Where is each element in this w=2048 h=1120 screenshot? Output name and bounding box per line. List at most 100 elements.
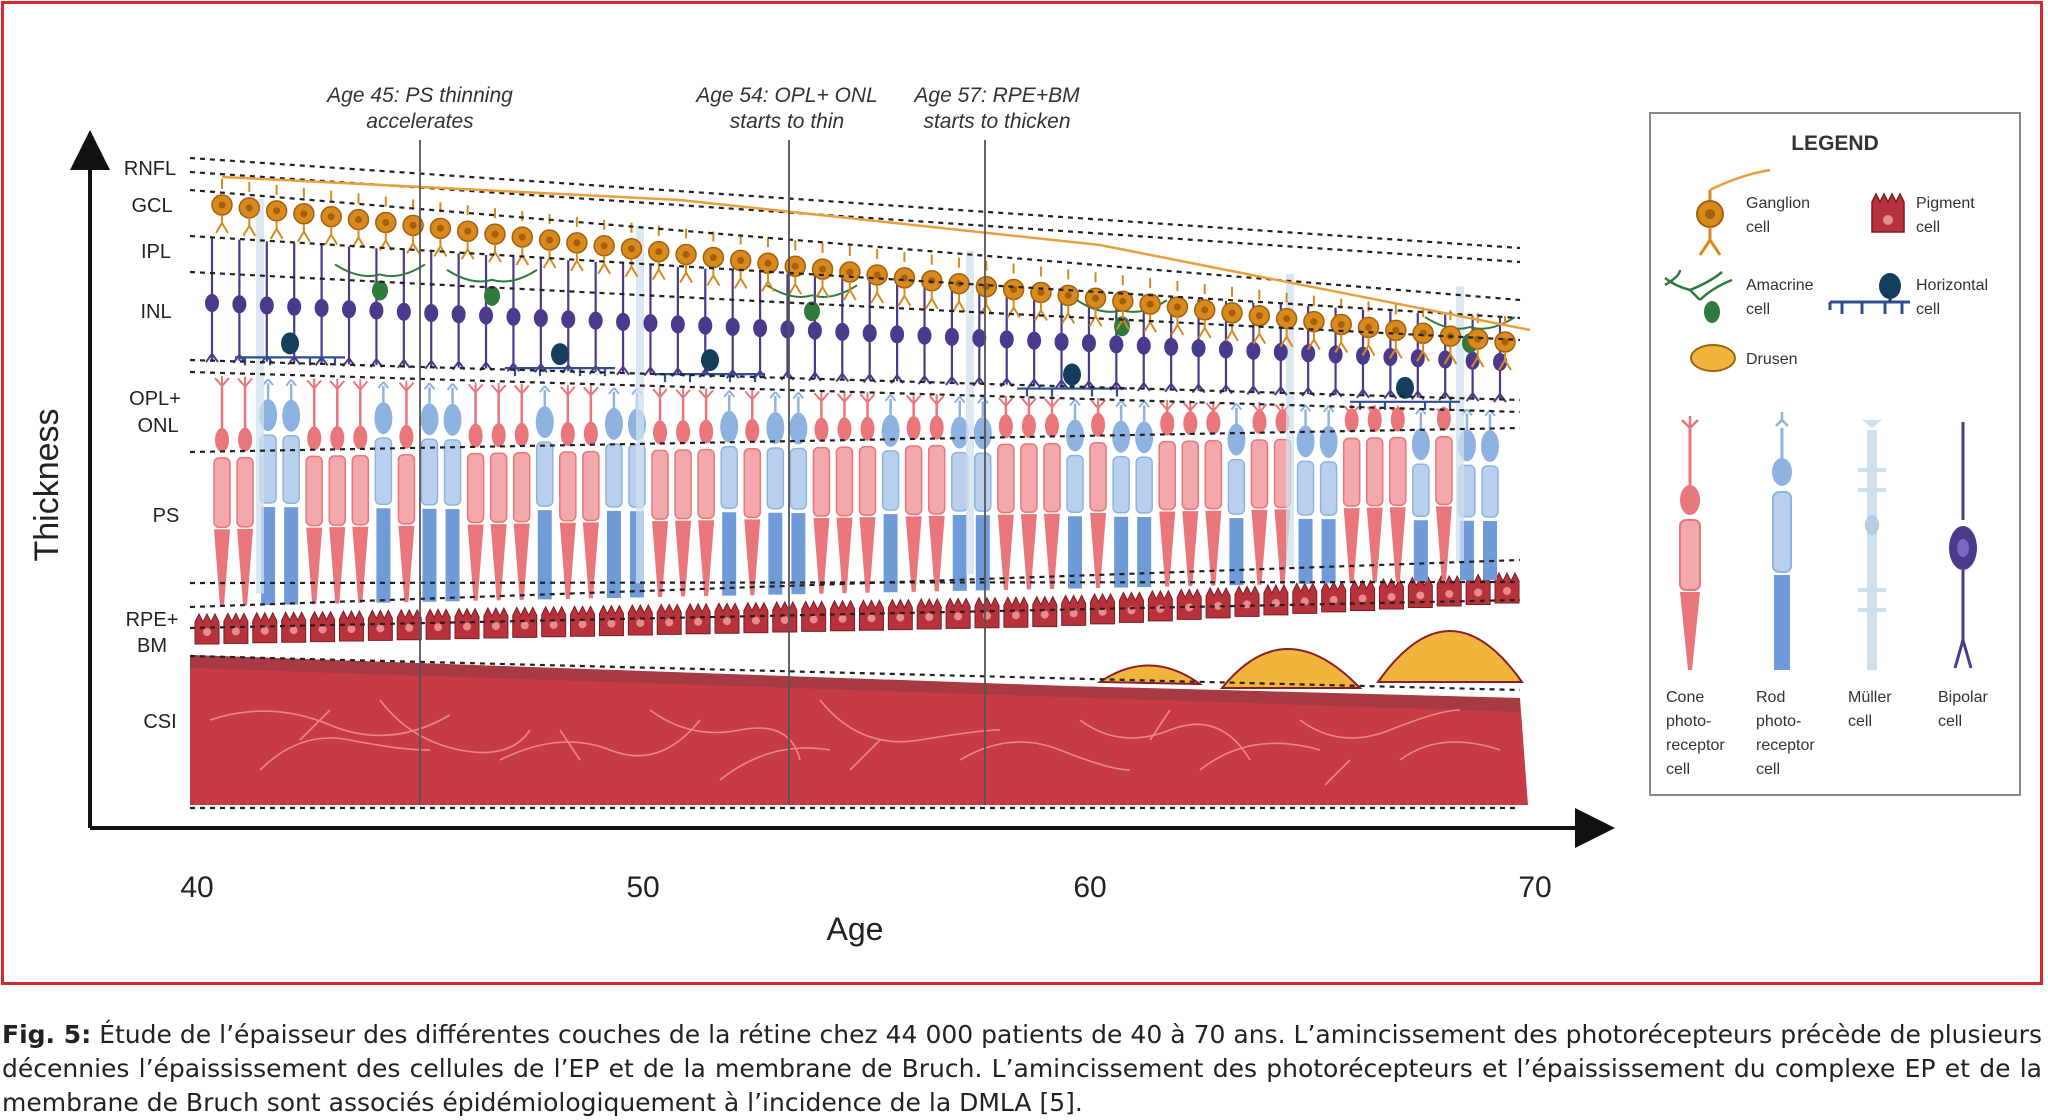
ganglion-cell [1002,263,1025,319]
bipolar-cell [862,278,877,384]
muller-cell [966,250,974,575]
legend-drusen-label: Drusen [1746,351,1798,368]
drusen-large [1376,630,1524,683]
pigment-cell [1032,595,1058,628]
rod-photoreceptor [443,383,462,602]
muller-cell-icon [1858,420,1886,670]
pigment-cell [454,607,480,640]
x-axis-label: Age [827,911,884,947]
ganglion-cell [893,251,916,307]
bipolar-cell [451,253,466,371]
rnfl-fiber [221,175,1531,332]
cone-photoreceptor [397,380,416,603]
rod-photoreceptor [973,396,992,591]
caption-text: Étude de l’épaisseur des différentes cou… [2,1020,2042,1117]
pigment-cell [887,598,913,631]
bipolar-cell [314,244,329,367]
pigment-cell [974,596,1000,629]
rod-photoreceptor [1135,400,1154,588]
cone-photoreceptor [1342,404,1361,583]
legend-rod-line4: cell [1756,761,1780,778]
rod-photoreceptor [720,390,739,596]
horizontal-cell [235,332,345,366]
choroid-vessel [299,709,1351,786]
muller-cell [1456,286,1464,562]
ganglion-cell [238,181,261,237]
pigment-cell [338,609,364,642]
ganglion-cell [265,184,288,240]
legend-cone-line3: receptor [1666,737,1725,754]
bipolar-cell [643,265,658,377]
ganglion-cell [375,196,397,252]
bipolar-cell-icon [1949,422,1977,669]
annotation-age45-line2: accelerates [366,110,474,133]
rod-photoreceptor [789,391,808,595]
legend-title: LEGEND [1791,132,1879,155]
cone-photoreceptor [927,394,946,592]
horizontal-cell [1017,363,1127,397]
pigment-cell [1263,583,1289,616]
pigment-cell [1205,586,1231,619]
cone-photoreceptor [213,376,231,606]
ganglion-cell [456,205,479,260]
bipolar-cell [342,246,357,367]
layer-label-ps: PS [153,505,180,527]
legend-horizontal-line1: Horizontal [1916,277,1988,294]
rod-photoreceptor [282,379,301,605]
bipolar-cell [588,261,603,375]
annotation-age54-line2: starts to thin [730,110,844,133]
figure-frame [1,1,2043,985]
figure-panel: Age 45: PS thinning accelerates Age 54: … [1,1,2043,985]
horizontal-cell [505,343,615,377]
ganglion-cell-icon [1696,168,1771,256]
cone-photoreceptor [1389,405,1407,582]
pigment-cell [685,602,711,635]
bipolar-cell [533,258,548,373]
pigment-cell [1003,596,1029,628]
muller-cell [1286,273,1294,566]
layer-boundary [189,580,1521,585]
cone-photoreceptor [674,387,692,597]
retina-diagram: Age 45: PS thinning accelerates Age 54: … [28,84,2021,947]
choroid-vessel [259,737,431,771]
choroid-vessel [379,699,531,754]
cone-photoreceptor [328,378,347,604]
bipolar-cell [725,270,740,379]
cone-photoreceptor [1181,400,1200,587]
pigment-cell [1176,588,1202,620]
bipolar-cell [1054,290,1069,389]
layer-label-gcl: GCL [131,195,172,217]
choroid-vessel [649,709,801,761]
ganglion-cell [1466,313,1489,368]
pigment-cell [425,608,451,640]
layer-label-rpe: RPE+ [126,609,179,631]
cone-photoreceptor [559,384,577,599]
pigment-cell [541,605,567,638]
layer-boundary [189,234,1521,320]
choroid-vessel [499,719,701,761]
bipolar-cell [890,280,905,384]
horizontal-cell-icon [1828,273,1910,314]
cone-photoreceptor [512,383,531,600]
cone-photoreceptor [997,395,1015,590]
bipolar-cell [999,287,1014,388]
cone-photoreceptor [1089,398,1107,589]
bipolar-cell [205,238,219,363]
legend-pigment-line1: Pigment [1916,195,1975,212]
y-axis-label: Thickness [28,408,66,561]
layer-label-onl: ONL [137,415,178,437]
choroid-vessel [819,699,1001,743]
legend-muller-line2: cell [1848,713,1872,730]
layer-label-csi: CSI [143,711,176,733]
pigment-cell [483,606,509,639]
ganglion-cell [211,179,233,234]
pigment-cell [1378,577,1404,610]
bipolar-cell [1027,289,1042,389]
pigment-cell [396,608,422,641]
cone-photoreceptor [305,378,323,605]
horizontal-cell [655,349,765,383]
drusen-small [1096,664,1204,686]
layer-boundary [189,654,1521,692]
cone-photoreceptor [1158,399,1176,587]
ganglion-cell [675,228,697,284]
